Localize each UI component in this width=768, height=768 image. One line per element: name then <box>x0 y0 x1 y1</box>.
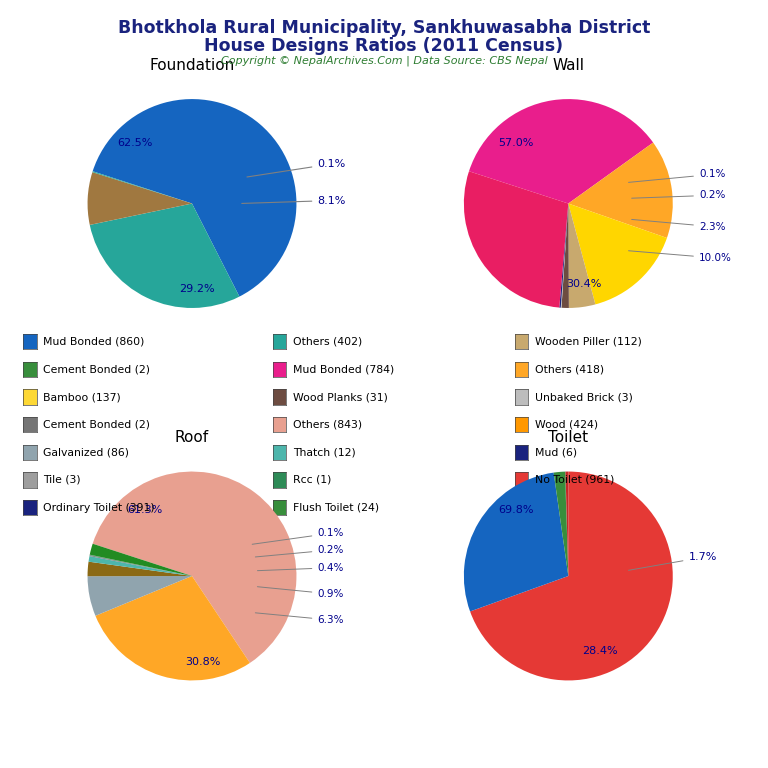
Wedge shape <box>565 472 568 576</box>
Text: Galvanized (86): Galvanized (86) <box>43 447 129 458</box>
Wedge shape <box>92 171 192 204</box>
Wedge shape <box>470 472 673 680</box>
Text: 29.2%: 29.2% <box>180 284 215 294</box>
Wedge shape <box>93 99 296 296</box>
Wedge shape <box>90 555 192 576</box>
Text: 0.1%: 0.1% <box>247 159 346 177</box>
Text: Others (418): Others (418) <box>535 364 604 375</box>
Text: 8.1%: 8.1% <box>242 196 346 206</box>
Text: Cement Bonded (2): Cement Bonded (2) <box>43 364 150 375</box>
Wedge shape <box>469 99 653 204</box>
Text: Mud Bonded (784): Mud Bonded (784) <box>293 364 394 375</box>
Wedge shape <box>88 561 192 576</box>
Text: 30.4%: 30.4% <box>566 279 601 289</box>
Wedge shape <box>88 172 192 225</box>
Text: Wood Planks (31): Wood Planks (31) <box>293 392 388 402</box>
Wedge shape <box>90 544 192 576</box>
Text: 0.1%: 0.1% <box>628 170 725 182</box>
Text: Flush Toilet (24): Flush Toilet (24) <box>293 502 379 513</box>
Wedge shape <box>90 204 240 308</box>
Title: Foundation: Foundation <box>149 58 235 73</box>
Text: Copyright © NepalArchives.Com | Data Source: CBS Nepal: Copyright © NepalArchives.Com | Data Sou… <box>220 55 548 66</box>
Wedge shape <box>464 472 568 611</box>
Text: House Designs Ratios (2011 Census): House Designs Ratios (2011 Census) <box>204 37 564 55</box>
Text: Wood (424): Wood (424) <box>535 419 598 430</box>
Wedge shape <box>568 143 673 238</box>
Text: 0.9%: 0.9% <box>257 587 344 599</box>
Text: Unbaked Brick (3): Unbaked Brick (3) <box>535 392 632 402</box>
Text: 1.7%: 1.7% <box>628 552 717 571</box>
Text: 57.0%: 57.0% <box>498 138 534 148</box>
Text: Ordinary Toilet (391): Ordinary Toilet (391) <box>43 502 154 513</box>
Wedge shape <box>565 472 568 576</box>
Text: 62.5%: 62.5% <box>117 138 152 148</box>
Text: Tile (3): Tile (3) <box>43 475 81 485</box>
Wedge shape <box>561 204 568 308</box>
Wedge shape <box>559 204 568 308</box>
Text: Mud (6): Mud (6) <box>535 447 577 458</box>
Wedge shape <box>561 204 569 308</box>
Text: 61.3%: 61.3% <box>127 505 163 515</box>
Text: Thatch (12): Thatch (12) <box>293 447 356 458</box>
Title: Toilet: Toilet <box>548 430 588 445</box>
Text: Wooden Piller (112): Wooden Piller (112) <box>535 336 641 347</box>
Wedge shape <box>568 204 667 304</box>
Text: 28.4%: 28.4% <box>582 647 617 657</box>
Text: 69.8%: 69.8% <box>498 505 534 515</box>
Wedge shape <box>554 472 568 576</box>
Text: 0.2%: 0.2% <box>255 545 344 557</box>
Text: 0.2%: 0.2% <box>631 190 725 200</box>
Text: Others (402): Others (402) <box>293 336 362 347</box>
Wedge shape <box>88 576 192 616</box>
Text: No Toilet (961): No Toilet (961) <box>535 475 614 485</box>
Text: Bhotkhola Rural Municipality, Sankhuwasabha District: Bhotkhola Rural Municipality, Sankhuwasa… <box>118 19 650 37</box>
Title: Wall: Wall <box>552 58 584 73</box>
Wedge shape <box>93 472 296 663</box>
Text: Rcc (1): Rcc (1) <box>293 475 331 485</box>
Wedge shape <box>90 554 192 576</box>
Title: Roof: Roof <box>175 430 209 445</box>
Text: 30.8%: 30.8% <box>185 657 220 667</box>
Text: Others (843): Others (843) <box>293 419 362 430</box>
Wedge shape <box>464 171 568 307</box>
Wedge shape <box>88 556 192 576</box>
Text: Bamboo (137): Bamboo (137) <box>43 392 121 402</box>
Text: 6.3%: 6.3% <box>255 613 344 625</box>
Text: 10.0%: 10.0% <box>628 250 732 263</box>
Text: Mud Bonded (860): Mud Bonded (860) <box>43 336 144 347</box>
Text: Cement Bonded (2): Cement Bonded (2) <box>43 419 150 430</box>
Text: 2.3%: 2.3% <box>631 220 726 232</box>
Text: 0.1%: 0.1% <box>252 528 344 545</box>
Text: 0.4%: 0.4% <box>257 563 344 573</box>
Wedge shape <box>95 576 250 680</box>
Wedge shape <box>568 204 595 308</box>
